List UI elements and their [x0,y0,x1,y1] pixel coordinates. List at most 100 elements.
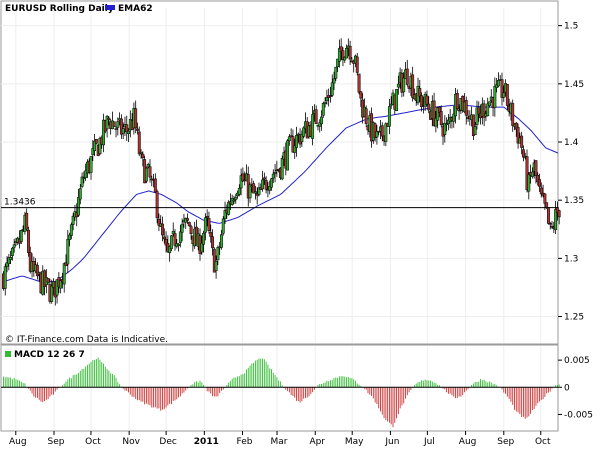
candle-body [144,167,148,182]
x-tick-label: Oct [535,437,551,447]
macd-legend-swatch [5,351,11,357]
candle-body [387,106,391,127]
candle-body [418,88,422,97]
candle-body [241,173,245,182]
candle-body [9,257,13,260]
candle-body [139,152,143,154]
candle-body [530,171,534,177]
candle-body [455,92,459,109]
macd-y-tick-label: 0.005 [564,356,590,366]
x-tick-label: Aug [9,437,27,447]
candle-body [121,128,125,134]
candle-body [141,153,145,158]
candle-body [293,145,297,153]
candle-body [153,178,157,193]
price-y-tick-label: 1.5 [564,22,578,32]
candle-body [227,201,231,215]
candle-body [237,188,241,195]
candle-body [505,84,509,106]
ema62-legend-swatch [105,5,115,10]
candle-body [234,197,238,200]
candlestick-series [2,38,561,306]
candle-body [50,285,54,302]
candle-body [295,135,298,148]
candle-body [364,108,368,124]
candle-body [545,202,549,209]
candle-body [203,217,207,233]
candle-body [19,230,23,242]
candle-body [77,197,80,216]
macd-histogram [3,357,560,428]
candle-body [348,45,352,60]
candle-body [107,117,111,121]
candle-body [93,140,97,151]
price-y-tick-label: 1.25 [564,313,584,323]
candle-body [116,121,120,128]
candle-body [314,109,318,125]
candle-body [325,97,329,102]
candle-body [178,231,182,243]
candle-body [439,111,443,126]
candle-body [173,233,177,246]
candle-body [155,191,159,219]
candle-body [27,229,30,253]
candle-body [384,123,388,142]
candle-body [411,74,415,98]
candle-body [320,116,323,125]
candle-body [511,103,515,126]
candle-body [525,156,529,191]
candle-body [336,58,340,68]
candle-body [252,183,256,194]
candle-body [332,78,336,84]
candle-body [164,239,168,246]
candle-body [239,175,243,189]
candle-body [334,66,338,79]
candle-body [280,157,284,180]
candle-body [102,119,105,146]
candle-body [452,113,456,122]
candle-body [343,56,347,61]
candle-body [516,127,520,144]
candle-body [177,243,181,246]
candle-body [500,79,504,98]
candle-body [82,177,86,179]
candle-body [125,124,129,133]
candle-body [12,244,16,248]
candle-body [180,223,184,233]
x-tick-label: Mar [271,437,288,447]
candle-body [438,106,441,113]
candle-body [119,118,123,135]
candle-body [223,210,227,219]
candle-body [436,107,440,121]
candle-body [405,68,409,85]
candle-body [377,130,381,133]
candle-body [253,191,257,194]
candle-body [495,84,499,88]
candle-body [268,186,272,191]
macd-y-tick-label: -0.005 [564,410,593,420]
x-tick-label: Feb [237,437,253,447]
x-tick-label: Nov [122,437,140,447]
candle-body [321,102,325,116]
candle-body [514,122,518,130]
candle-body [187,221,191,227]
candle-body [539,187,543,195]
candle-body [300,134,304,143]
x-tick-label: Jul [423,437,435,447]
candle-body [209,232,213,237]
candle-body [345,48,348,59]
candle-body [475,107,479,125]
candle-body [380,125,384,137]
candle-body [3,266,7,289]
candle-body [168,246,172,254]
candle-body [548,223,552,225]
price-y-tick-label: 1.3 [564,254,578,264]
candle-body [248,184,252,199]
candle-body [420,95,424,107]
candle-body [273,172,277,174]
candle-body [157,218,161,226]
candle-body [7,257,11,264]
candle-body [521,149,525,158]
macd-y-axis: 0.005 0 -0.005 [558,356,593,420]
